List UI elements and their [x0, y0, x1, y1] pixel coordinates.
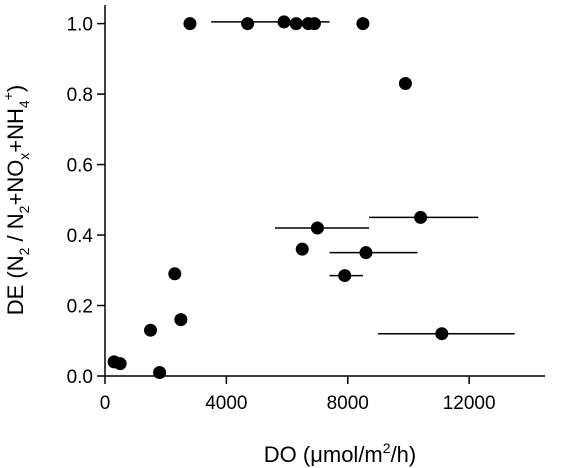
x-tick-label: 12000: [443, 393, 496, 414]
ticks: 0 4000 8000 12000 0.0 0.2 0.4 0.6 0.8 1.0: [67, 15, 496, 414]
y-tick-label: 0.8: [67, 85, 93, 106]
axes: [104, 5, 545, 377]
y-tick-label: 1.0: [67, 15, 93, 36]
data-point: [113, 357, 127, 371]
x-tick-label: 4000: [205, 393, 247, 414]
data-point: [241, 17, 255, 31]
data-point: [307, 17, 321, 31]
y-tick-label: 0.6: [67, 156, 93, 177]
data-point: [435, 327, 449, 341]
data-point: [168, 267, 182, 281]
data-point: [295, 242, 309, 256]
y-tick-label: 0.2: [67, 297, 93, 318]
data-point: [310, 221, 324, 235]
data-point: [144, 323, 158, 337]
data-points: [107, 15, 449, 379]
data-point: [398, 77, 412, 91]
y-tick-label: 0.4: [67, 226, 94, 247]
data-point: [356, 17, 370, 31]
data-point: [338, 269, 352, 283]
data-point: [174, 313, 188, 327]
data-point: [359, 246, 373, 260]
data-point: [183, 17, 197, 31]
error-bars: [211, 21, 515, 335]
x-tick-label: 8000: [327, 393, 369, 414]
data-point: [289, 17, 303, 31]
x-tick-label: 0: [100, 393, 111, 414]
y-axis-title: DE (N2 / N2+NOx+NH4+): [0, 85, 32, 316]
x-axis-title: DO (μmol/m2/h): [264, 440, 417, 467]
data-point: [277, 15, 291, 29]
data-point: [414, 210, 428, 224]
y-tick-label: 0.0: [67, 367, 93, 388]
data-point: [153, 365, 167, 379]
